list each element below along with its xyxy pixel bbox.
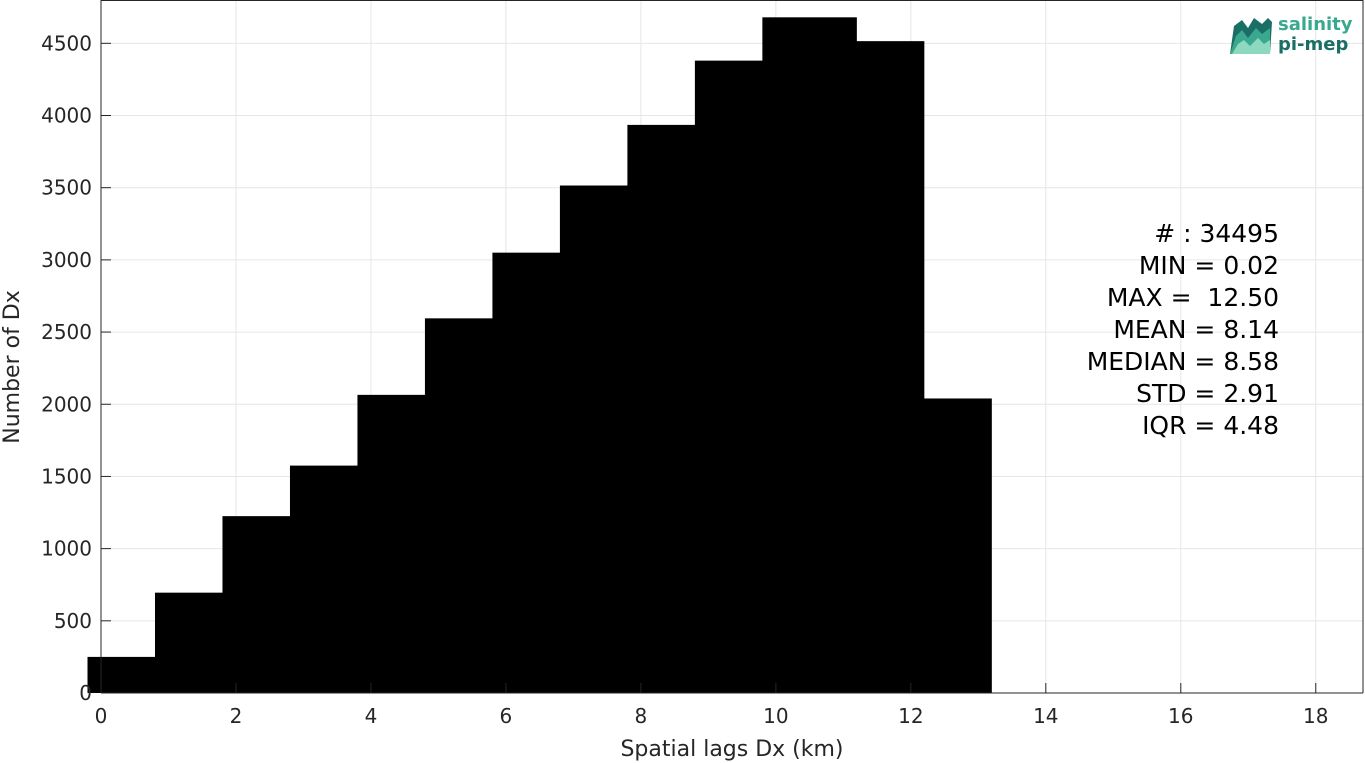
x-tick-label: 4 <box>365 704 378 728</box>
histogram-bar <box>897 398 992 693</box>
x-tick-label: 16 <box>1168 704 1193 728</box>
stat-max: MAX = 12.50 <box>1106 283 1279 312</box>
statistics-panel: # : 34495 MIN = 0.02 MAX = 12.50 MEAN = … <box>1087 218 1279 442</box>
axes <box>100 0 1364 694</box>
x-tick-label: 0 <box>95 704 108 728</box>
y-tick-label: 3500 <box>41 176 92 200</box>
wave-logo-icon <box>1230 18 1272 54</box>
stat-count: # : 34495 <box>1154 219 1279 248</box>
y-tick-label: 1000 <box>41 537 92 561</box>
stat-min: MIN = 0.02 <box>1138 251 1279 280</box>
x-tick-label: 6 <box>500 704 513 728</box>
bar-series <box>87 17 992 694</box>
x-tick-label: 8 <box>635 704 648 728</box>
y-tick-label: 2000 <box>41 392 92 416</box>
x-tick-label: 18 <box>1303 704 1328 728</box>
tick-labels: 0 2 4 6 8 10 12 14 16 18 0 500 1000 1500 2000 2500 3000 3… <box>41 31 1328 728</box>
y-tick-label: 3000 <box>41 248 92 272</box>
y-tick-label: 500 <box>54 609 92 633</box>
stat-median: MEDIAN = 8.58 <box>1086 347 1279 376</box>
logo-text-salinity: salinity <box>1278 14 1353 35</box>
x-axis-label: Spatial lags Dx (km) <box>620 737 843 762</box>
stat-iqr: IQR = 4.48 <box>1142 411 1279 440</box>
logo-text-pimep: pi-mep <box>1278 34 1349 55</box>
stat-std: STD = 2.91 <box>1136 379 1279 408</box>
y-tick-label: 2500 <box>41 320 92 344</box>
x-tick-label: 2 <box>230 704 243 728</box>
x-tick-label: 12 <box>898 704 923 728</box>
stat-mean: MEAN = 8.14 <box>1113 315 1279 344</box>
y-axis-label: Number of Dx <box>0 290 25 444</box>
y-tick-label: 4500 <box>41 31 92 55</box>
y-tick-label: 1500 <box>41 464 92 488</box>
x-tick-label: 14 <box>1033 704 1058 728</box>
y-tick-label: 0 <box>79 681 92 705</box>
x-tick-label: 10 <box>763 704 788 728</box>
salinity-pimep-logo: salinity pi-mep <box>1228 14 1358 60</box>
y-tick-label: 4000 <box>41 104 92 128</box>
